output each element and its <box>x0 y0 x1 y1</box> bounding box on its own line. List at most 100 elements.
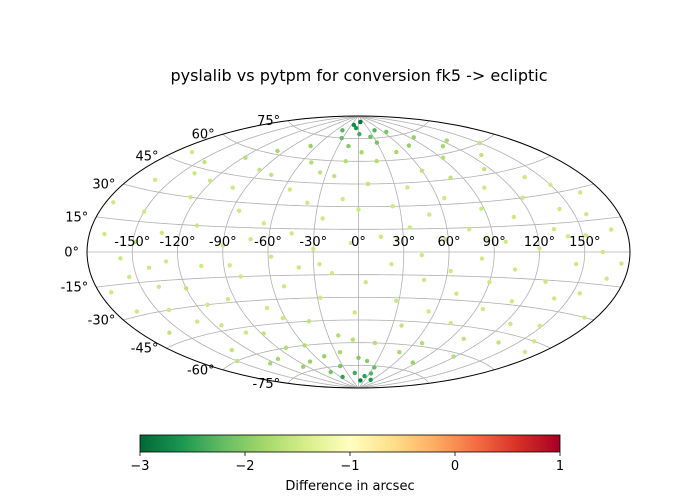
data-point <box>496 340 501 345</box>
data-point <box>454 291 459 296</box>
data-point <box>269 172 274 178</box>
data-point <box>296 265 301 270</box>
data-point <box>552 296 557 301</box>
longitude-tick-label: -60° <box>254 235 282 250</box>
data-point <box>520 195 525 200</box>
data-point <box>302 343 307 348</box>
data-point <box>390 204 395 209</box>
longitude-tick-labels: -150° -120° -90° -60° -30° 0° 30° 60° 90° 120° 150… <box>114 235 600 250</box>
data-point <box>364 358 370 364</box>
parallel-line <box>166 155 551 185</box>
data-point <box>109 290 114 295</box>
data-point <box>287 187 293 192</box>
data-point <box>141 209 147 214</box>
data-point <box>487 279 492 285</box>
data-point <box>440 143 446 149</box>
colorbar-tick-label: 1 <box>556 459 564 474</box>
data-point <box>448 268 453 274</box>
parallel-line <box>222 133 495 162</box>
data-point <box>301 364 306 369</box>
data-point <box>410 360 416 365</box>
data-point <box>451 354 456 359</box>
parallel-line <box>222 342 495 371</box>
data-point <box>275 356 281 362</box>
data-point <box>340 374 345 380</box>
data-point <box>378 234 384 240</box>
parallel-line <box>287 120 430 140</box>
latitude-tick-label: 75° <box>257 114 280 129</box>
data-point <box>365 181 371 187</box>
data-point <box>479 206 484 212</box>
data-point <box>548 182 553 188</box>
data-point <box>609 227 614 232</box>
data-point <box>308 143 313 149</box>
data-point <box>183 286 189 291</box>
data-point <box>394 149 399 155</box>
data-point <box>311 246 316 252</box>
data-point <box>362 373 367 379</box>
data-point <box>346 143 351 149</box>
data-point <box>225 296 231 302</box>
data-point <box>427 212 432 217</box>
parallel-line <box>96 216 621 230</box>
parallel-line <box>123 183 594 208</box>
data-point <box>600 249 606 255</box>
data-point <box>419 341 425 346</box>
data-point <box>604 276 609 281</box>
longitude-tick-label: -30° <box>299 235 327 250</box>
longitude-tick-label: -120° <box>159 235 195 250</box>
data-point <box>353 125 359 131</box>
latitude-tick-label: -60° <box>187 363 215 378</box>
data-point <box>358 378 363 383</box>
data-point <box>337 349 343 355</box>
data-point <box>352 370 357 376</box>
data-point <box>275 148 280 154</box>
data-point <box>194 223 200 228</box>
data-point <box>166 307 172 313</box>
data-point <box>368 134 373 140</box>
data-point <box>551 227 557 232</box>
data-point <box>317 261 322 267</box>
data-point <box>372 340 378 346</box>
data-point <box>111 200 116 205</box>
data-point <box>419 252 425 258</box>
data-point <box>229 347 235 353</box>
data-point <box>479 256 485 261</box>
data-point <box>543 279 548 285</box>
data-point <box>257 167 262 173</box>
data-point <box>482 185 487 190</box>
data-point <box>306 319 312 324</box>
colorbar-ticks: −3 −2 −1 0 1 <box>130 452 564 474</box>
latitude-tick-label: 45° <box>135 149 158 164</box>
parallel-line <box>166 319 551 349</box>
longitude-tick-label: 0° <box>351 235 366 250</box>
data-point <box>348 240 354 246</box>
data-point <box>289 231 294 236</box>
data-point <box>406 143 412 148</box>
parallel-line <box>96 274 621 288</box>
data-point <box>444 138 449 143</box>
data-point <box>163 259 169 264</box>
data-point <box>374 158 379 164</box>
data-point <box>309 160 314 165</box>
data-point <box>442 195 447 201</box>
data-point <box>356 355 361 360</box>
data-point <box>374 140 380 145</box>
data-point <box>557 206 562 212</box>
data-point <box>192 171 197 176</box>
data-point <box>230 185 235 190</box>
data-point <box>405 185 410 190</box>
data-point <box>317 170 323 175</box>
data-point <box>332 173 337 179</box>
data-point <box>243 155 248 160</box>
longitude-tick-label: 150° <box>569 235 600 250</box>
data-point <box>340 196 345 202</box>
data-point <box>356 207 361 212</box>
data-point <box>152 177 158 182</box>
data-point <box>236 208 242 213</box>
colorbar: −3 −2 −1 0 1 Difference in arcsec <box>130 434 564 494</box>
colorbar-tick-label: 0 <box>451 459 459 474</box>
data-point <box>397 349 402 355</box>
data-point <box>619 261 624 266</box>
